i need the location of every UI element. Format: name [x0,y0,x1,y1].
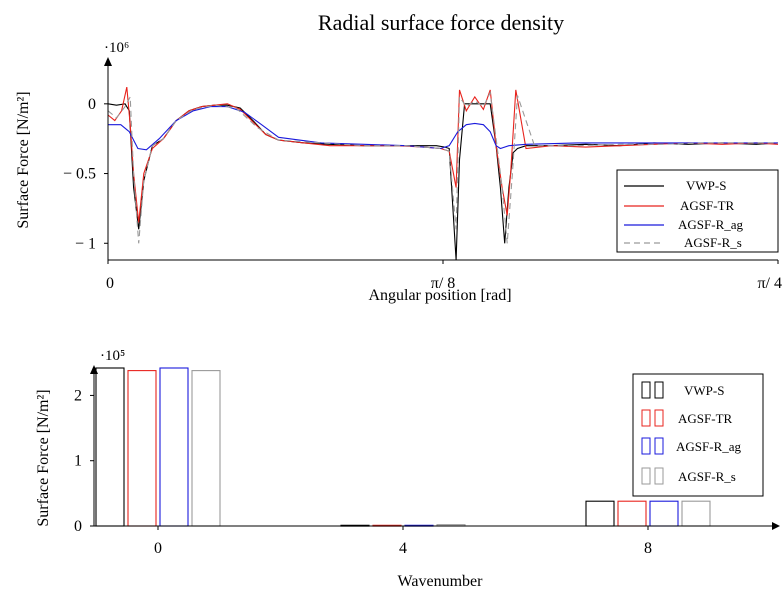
bottom-legend-label-vwp: VWP-S [684,383,724,398]
bar-wavenumber-8-agsf-r-ag [649,500,679,527]
top-y-tick-label-0: 0 [88,96,96,113]
bottom-legend-swatch-rag-b [654,437,664,455]
bottom-tick-group: 0 1 2 0 4 8 [74,387,652,557]
bottom-legend-swatch-vwp-a [641,381,651,399]
bar-wavenumber-0-agsf-tr [127,370,157,527]
top-y-multiplier: ·10⁶ [104,40,129,56]
bar-wavenumber-8-agsf-r-s [681,500,711,527]
bottom-y-tick-label-0: 0 [74,518,82,535]
bottom-x-tick-label-2: 8 [644,540,652,557]
bottom-legend-swatch-tr-a [641,409,651,427]
top-y-axis-arrow [104,57,112,66]
bottom-x-axis-label: Wavenumber [398,573,484,590]
top-legend: VWP-S AGSF-TR AGSF-R_ag AGSF-R_s [616,169,779,253]
bar-wavenumber-0-agsf-r-ag [159,367,189,527]
top-legend-label-rag: AGSF-R_ag [678,217,744,232]
top-series-line-agsf-r-ag [108,106,778,151]
bar-wavenumber-8-vwp-s [585,500,615,527]
bottom-y-tick-label-2: 2 [74,387,82,404]
bottom-y-tick-label-1: 1 [74,453,82,470]
bottom-x-tick-label-1: 4 [399,540,407,557]
top-legend-box [616,169,779,253]
top-x-tick-label-0: 0 [106,275,114,292]
bottom-y-axis-label: Surface Force [N/m²] [35,389,52,526]
bottom-y-multiplier: ·10⁵ [100,348,125,364]
bottom-x-tick-label-0: 0 [154,540,162,557]
bottom-legend-label-tr: AGSF-TR [678,411,733,426]
bottom-legend-label-rag: AGSF-R_ag [676,439,742,454]
bottom-legend-swatch-rs-a [641,467,651,485]
bottom-legend: VWP-S AGSF-TR AGSF-R_ag AGSF-R_s [632,373,764,497]
top-y-tick-label-1: − 0.5 [63,166,96,183]
bottom-legend-label-rs: AGSF-R_s [678,469,736,484]
top-chart-title: Radial surface force density [318,10,564,35]
top-x-axis-label: Angular position [rad] [368,287,511,304]
top-x-tick-label-2: π/ 4 [757,275,782,292]
bottom-y-axis-arrow [90,365,98,374]
bottom-bar-group [95,367,711,527]
top-plot-area [107,86,779,261]
bar-wavenumber-0-agsf-r-s [191,370,221,527]
top-series-line-agsf-r-s [107,90,778,244]
top-y-tick-label-2: − 1 [75,235,96,252]
bottom-legend-swatch-rs-b [654,467,664,485]
top-x-tick-label-1: π/ 8 [431,275,456,292]
top-tick-group: 0 − 0.5 − 1 0 π/ 8 π/ 4 [63,96,782,292]
top-legend-label-tr: AGSF-TR [680,198,735,213]
bottom-legend-swatch-vwp-b [654,381,664,399]
bar-wavenumber-8-agsf-tr [617,500,647,527]
bottom-legend-swatch-tr-b [654,409,664,427]
bar-wavenumber-0-vwp-s [95,367,125,527]
top-y-axis-label: Surface Force [N/m²] [15,91,32,228]
top-legend-label-vwp: VWP-S [686,178,726,193]
bottom-legend-swatch-rag-a [641,437,651,455]
bottom-x-axis-arrow [772,522,780,530]
top-legend-label-rs: AGSF-R_s [684,235,742,250]
